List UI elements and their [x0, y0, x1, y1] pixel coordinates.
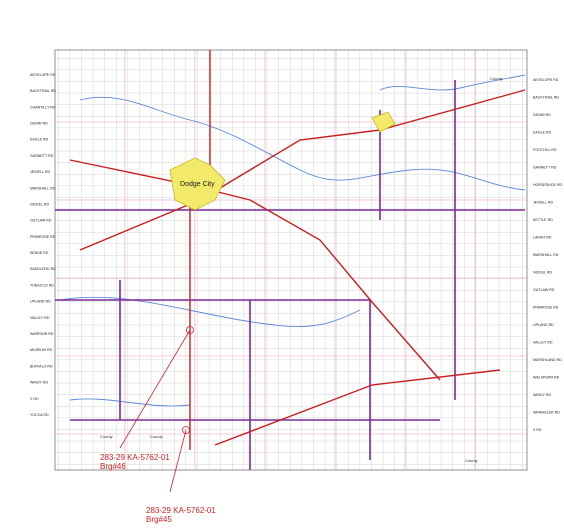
road-label: TOBACCO RD — [30, 283, 54, 287]
road-label: VALLEY RD — [30, 316, 50, 320]
road-label: UPLAND RD — [30, 300, 51, 304]
rivers — [59, 74, 526, 407]
road-label: SENSE RD — [30, 251, 49, 255]
county-label: County — [465, 458, 478, 463]
county-roads — [55, 80, 525, 470]
road-label: NICKEL RD — [533, 270, 552, 274]
annotation: 283-29 KA-5762-01 — [146, 506, 216, 515]
city-label: Dodge City — [180, 181, 215, 188]
town-area — [371, 111, 396, 133]
road-label: MARSHLAND RD — [533, 358, 562, 362]
road-label: FOOTHILL RD — [533, 148, 557, 152]
leaders — [119, 326, 194, 493]
road-label: VALLEY RD — [533, 340, 553, 344]
road-label: JEWELL RD — [30, 170, 50, 174]
road-label: BACKTRAIL RD — [30, 89, 56, 93]
road-label: OUTLAW RD — [533, 288, 555, 292]
road-label: X RD — [533, 428, 542, 432]
road-label: EAGLE RD — [30, 138, 49, 142]
county-label: County — [150, 434, 163, 439]
county-label: County — [490, 76, 503, 81]
road-label: JEWELL RD — [533, 200, 553, 204]
road-label: NICKEL RD — [30, 202, 49, 206]
road-label: DENIM RD — [533, 113, 551, 117]
city-area — [169, 157, 226, 211]
township-lines — [55, 50, 527, 470]
road-label: MUSEUM RD — [30, 348, 53, 352]
road-label: HORSESHOE RD — [533, 183, 563, 187]
road-label: WRANGLER RD — [533, 410, 560, 414]
annotation: Brg#46 — [100, 462, 126, 471]
road-label: KETTLE RD — [533, 218, 553, 222]
road-label: GARNETT RD — [533, 165, 557, 169]
road-label: LARIAT RD — [533, 235, 552, 239]
highways — [69, 50, 526, 450]
road-label: DENIM RD — [30, 122, 48, 126]
road-label: UPLAND RD — [533, 323, 554, 327]
annotation: Brg#45 — [146, 515, 172, 524]
county-label: County — [100, 434, 113, 439]
road-label: YUCCA RD — [30, 413, 49, 417]
road-label: OUTLAW RD — [30, 219, 52, 223]
road-label: WALSPERR RD — [533, 375, 560, 379]
road-label: ANTELOPE RD — [30, 73, 56, 77]
road-label: ANTELOPE RD — [533, 78, 559, 82]
road-label: GARNETT RD — [30, 154, 54, 158]
road-label: PRIMROSE RD — [30, 235, 56, 239]
road-label: X RD — [30, 397, 39, 401]
road-label: EAGLE RD — [533, 130, 552, 134]
road-label: MARSHALL RD — [533, 253, 559, 257]
road-label: WINDY RD — [533, 393, 552, 397]
road-label: SADDLERD RD — [30, 267, 56, 271]
road-label: CHANTILLY RD — [30, 105, 56, 109]
road-label: BACKTRAIL RD — [533, 95, 559, 99]
road-label: WARRIOR RD — [30, 332, 54, 336]
road-label: WINDY RD — [30, 381, 49, 385]
road-label: MARSHALL RD — [30, 186, 56, 190]
annotation: 283-29 KA-5762-01 — [100, 453, 170, 462]
section-grid — [54, 49, 528, 471]
road-label: BUFFALO RD — [30, 364, 53, 368]
road-label: PRIMROSE RD — [533, 305, 559, 309]
